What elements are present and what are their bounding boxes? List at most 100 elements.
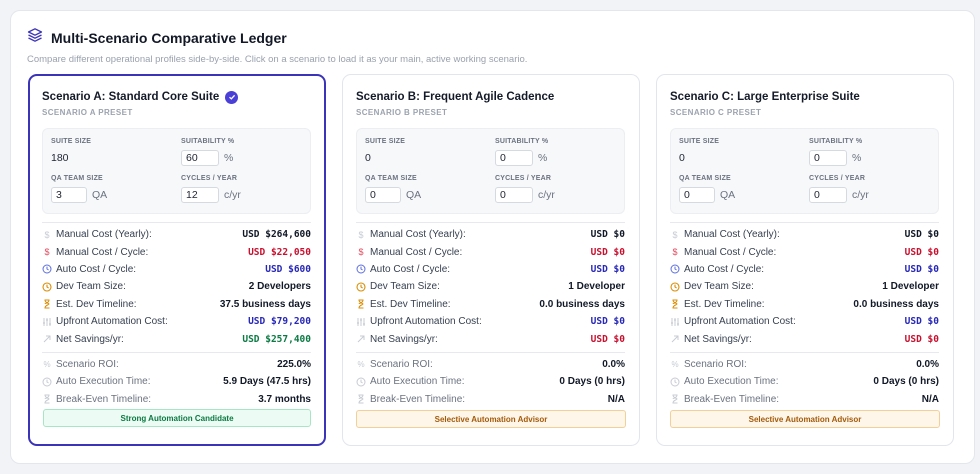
dollar-icon: $ [672, 229, 678, 240]
scenario-preset-label: SCENARIO B PRESET [356, 108, 448, 117]
recommendation-badge: Selective Automation Advisor [356, 410, 626, 428]
cycles-year-input[interactable]: 0 [809, 187, 847, 203]
hourglass-icon [356, 394, 366, 404]
scenario-title-row: Scenario A: Standard Core Suite [42, 89, 311, 105]
suitability-input[interactable]: 60 [181, 150, 219, 166]
scenario-card-c[interactable]: Scenario C: Large Enterprise Suite SCENA… [656, 74, 954, 446]
ledger-header: Multi-Scenario Comparative Ledger Compar… [27, 27, 527, 65]
percent-icon: % [357, 359, 365, 369]
page-title: Multi-Scenario Comparative Ledger [51, 29, 287, 46]
metric-breakeven: Break-Even Timeline: N/A [670, 391, 939, 408]
metric-manual-cycle: $ Manual Cost / Cycle: USD $22,050 [42, 243, 311, 260]
suitability-label: SUITABILITY % [181, 138, 235, 145]
metric-dev-team: Dev Team Size: 1 Developer [670, 278, 939, 295]
cycles-year-input[interactable]: 0 [495, 187, 533, 203]
metric-roi: % Scenario ROI: 0.0% [671, 358, 939, 370]
scenario-preset-label: SCENARIO C PRESET [670, 108, 762, 117]
clock-icon [356, 377, 366, 387]
percent-unit: % [538, 152, 548, 164]
metric-net-savings: Net Savings/yr: USD $257,400 [42, 330, 311, 347]
clock-icon [670, 377, 680, 387]
dollar-icon: $ [44, 229, 50, 240]
clock-icon [356, 282, 366, 292]
dollar-icon: $ [358, 229, 364, 240]
trend-up-icon [670, 334, 680, 344]
percent-unit: % [224, 152, 234, 164]
cycles-year-label: CYCLES / YEAR [809, 175, 866, 182]
scenario-metrics: $ Manual Cost (Yearly): USD $0 $ Manual … [670, 222, 939, 408]
scenario-preset-label: SCENARIO A PRESET [42, 108, 133, 117]
scenario-title: Scenario C: Large Enterprise Suite [670, 91, 860, 103]
sliders-icon [42, 317, 52, 327]
metric-dev-timeline: Est. Dev Timeline: 37.5 business days [42, 296, 311, 313]
dollar-icon: $ [672, 247, 678, 258]
metric-net-savings: Net Savings/yr: USD $0 [356, 330, 625, 347]
metric-upfront: Upfront Automation Cost: USD $0 [356, 313, 625, 330]
scenario-card-a[interactable]: Scenario A: Standard Core Suite SCENARIO… [28, 74, 326, 446]
metric-dev-timeline: Est. Dev Timeline: 0.0 business days [670, 296, 939, 313]
hourglass-icon [356, 299, 366, 309]
hourglass-icon [42, 299, 52, 309]
scenario-metrics: $ Manual Cost (Yearly): USD $0 $ Manual … [356, 222, 625, 408]
scenario-inputs: SUITE SIZE 0 SUITABILITY % 0 % QA TEAM S… [356, 128, 625, 214]
recommendation-badge: Strong Automation Candidate [43, 409, 311, 427]
metric-exec-time: Auto Execution Time: 0 Days (0 hrs) [670, 373, 939, 390]
qa-team-size-input[interactable]: 3 [51, 187, 87, 203]
qa-unit: QA [720, 189, 736, 201]
clock-icon [42, 377, 52, 387]
percent-icon: % [671, 359, 679, 369]
suitability-input[interactable]: 0 [809, 150, 847, 166]
metric-dev-timeline: Est. Dev Timeline: 0.0 business days [356, 296, 625, 313]
trend-up-icon [42, 334, 52, 344]
cycles-year-input[interactable]: 12 [181, 187, 219, 203]
sliders-icon [670, 317, 680, 327]
qa-team-size-label: QA TEAM SIZE [679, 175, 731, 182]
page-subtitle: Compare different operational profiles s… [27, 54, 528, 65]
scenario-metrics: $ Manual Cost (Yearly): USD $264,600 $ M… [42, 222, 311, 408]
suitability-label: SUITABILITY % [809, 138, 863, 145]
qa-team-size-label: QA TEAM SIZE [365, 175, 417, 182]
sliders-icon [356, 317, 366, 327]
layers-icon [27, 27, 43, 48]
hourglass-icon [670, 394, 680, 404]
qa-team-size-input[interactable]: 0 [365, 187, 401, 203]
suite-size-value: 180 [51, 152, 69, 164]
trend-up-icon [356, 334, 366, 344]
cycles-unit: c/yr [538, 189, 555, 201]
hourglass-icon [670, 299, 680, 309]
cycles-unit: c/yr [224, 189, 241, 201]
qa-team-size-input[interactable]: 0 [679, 187, 715, 203]
scenario-title: Scenario A: Standard Core Suite [42, 91, 220, 103]
scenario-title-row: Scenario C: Large Enterprise Suite [670, 89, 939, 105]
metric-auto-cycle: Auto Cost / Cycle: USD $0 [670, 261, 939, 278]
metric-exec-time: Auto Execution Time: 5.9 Days (47.5 hrs) [42, 373, 311, 390]
cycles-unit: c/yr [852, 189, 869, 201]
cycles-year-label: CYCLES / YEAR [495, 175, 552, 182]
scenario-card-b[interactable]: Scenario B: Frequent Agile Cadence SCENA… [342, 74, 640, 446]
metric-breakeven: Break-Even Timeline: 3.7 months [42, 391, 311, 408]
metric-manual-cycle: $ Manual Cost / Cycle: USD $0 [356, 243, 625, 260]
suite-size-label: SUITE SIZE [51, 138, 92, 145]
suite-size-label: SUITE SIZE [679, 138, 720, 145]
metric-net-savings: Net Savings/yr: USD $0 [670, 330, 939, 347]
metric-manual-yearly: $ Manual Cost (Yearly): USD $0 [670, 226, 939, 243]
scenario-inputs: SUITE SIZE 180 SUITABILITY % 60 % QA TEA… [42, 128, 311, 214]
clock-icon [670, 264, 680, 274]
suitability-input[interactable]: 0 [495, 150, 533, 166]
qa-team-size-label: QA TEAM SIZE [51, 175, 103, 182]
recommendation-badge: Selective Automation Advisor [670, 410, 940, 428]
metric-manual-cycle: $ Manual Cost / Cycle: USD $0 [670, 243, 939, 260]
comparative-ledger-panel: Multi-Scenario Comparative Ledger Compar… [10, 10, 975, 464]
metric-exec-time: Auto Execution Time: 0 Days (0 hrs) [356, 373, 625, 390]
metric-dev-team: Dev Team Size: 2 Developers [42, 278, 311, 295]
suitability-label: SUITABILITY % [495, 138, 549, 145]
scenario-title-row: Scenario B: Frequent Agile Cadence [356, 89, 625, 105]
active-check-icon [225, 90, 239, 104]
cycles-year-label: CYCLES / YEAR [181, 175, 238, 182]
metric-auto-cycle: Auto Cost / Cycle: USD $0 [356, 261, 625, 278]
metric-manual-yearly: $ Manual Cost (Yearly): USD $0 [356, 226, 625, 243]
metric-upfront: Upfront Automation Cost: USD $79,200 [42, 313, 311, 330]
scenario-inputs: SUITE SIZE 0 SUITABILITY % 0 % QA TEAM S… [670, 128, 939, 214]
metric-dev-team: Dev Team Size: 1 Developer [356, 278, 625, 295]
clock-icon [670, 282, 680, 292]
